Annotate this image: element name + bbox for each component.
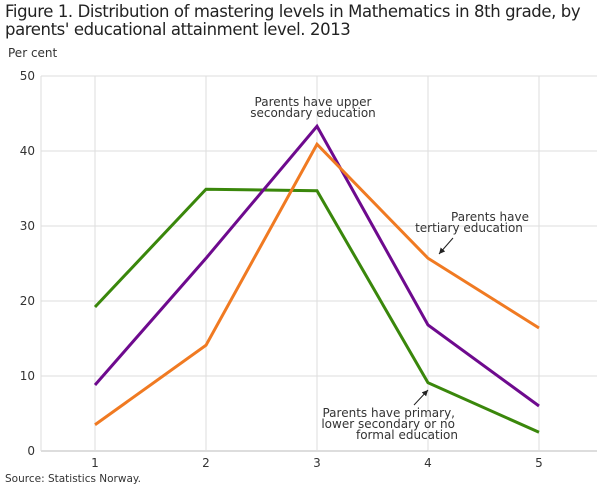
y-axis-label: Per cent	[8, 46, 58, 60]
annotation-tertiary-line: tertiary education	[415, 221, 523, 235]
chart-title-line-2: parents' educational attainment level. 2…	[5, 20, 351, 39]
y-tick-label: 20	[20, 294, 35, 308]
y-tick-label: 10	[20, 369, 35, 383]
annotation-tertiary-arrow	[438, 237, 454, 255]
annotation-upper-secondary-line: secondary education	[250, 106, 376, 120]
source-note: Source: Statistics Norway.	[5, 473, 141, 485]
x-tick-label: 5	[535, 456, 543, 470]
series-line-2	[93, 123, 540, 408]
annotation-primary-line: formal education	[356, 428, 458, 442]
annotation-tertiary-line: Parents have	[451, 210, 529, 224]
series-line-1	[93, 187, 540, 434]
x-tick-label: 4	[424, 456, 432, 470]
x-tick-label: 3	[313, 456, 321, 470]
annotation-upper-secondary-line: Parents have upper	[255, 95, 372, 109]
y-tick-label: 50	[20, 69, 35, 83]
series-line-3	[94, 141, 540, 426]
x-tick-label: 1	[91, 456, 99, 470]
y-tick-label: 40	[20, 144, 35, 158]
y-tick-label: 0	[27, 444, 35, 458]
x-tick-label: 2	[202, 456, 210, 470]
y-tick-label: 30	[20, 219, 35, 233]
annotation-primary-arrow	[413, 389, 429, 406]
annotation-primary-line: Parents have primary,	[322, 406, 455, 420]
chart-title: Figure 1. Distribution of mastering leve…	[5, 2, 581, 39]
chart-title-line-1: Figure 1. Distribution of mastering leve…	[5, 2, 581, 21]
annotation-primary-line: lower secondary or no	[321, 417, 455, 431]
